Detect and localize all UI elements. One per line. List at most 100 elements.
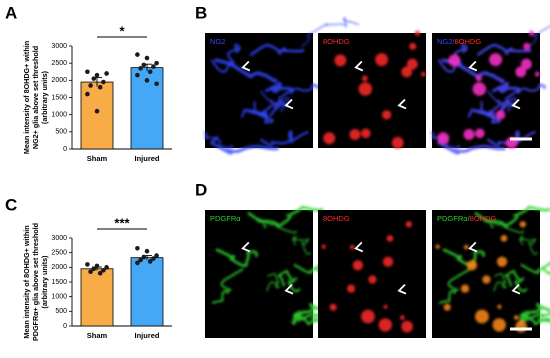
puncta — [378, 318, 393, 332]
puncta — [401, 320, 413, 333]
puncta — [361, 128, 371, 139]
data-point — [97, 84, 103, 90]
panel-label: C — [5, 195, 17, 214]
puncta — [500, 234, 508, 242]
puncta — [513, 315, 519, 320]
arrowhead — [354, 60, 364, 72]
arrowhead — [284, 98, 294, 110]
data-point — [147, 259, 153, 264]
puncta — [321, 244, 326, 249]
channel-label-part: NG2/ — [437, 37, 455, 46]
arrowhead — [397, 98, 407, 110]
filament — [438, 268, 471, 304]
filament — [467, 108, 501, 124]
data-point — [154, 253, 159, 258]
x-tick-label: Injured — [134, 154, 159, 163]
data-point — [91, 76, 97, 81]
filament — [211, 268, 244, 304]
data-point — [101, 79, 106, 85]
data-point — [94, 263, 100, 269]
filament — [301, 17, 359, 48]
x-tick-label: Sham — [87, 154, 108, 163]
filament — [474, 205, 550, 228]
data-point — [135, 260, 140, 266]
y-tick-label: 2500 — [51, 250, 67, 257]
channel-label: PDGFRα/8OHDG — [437, 214, 497, 223]
data-point — [85, 69, 90, 75]
puncta — [386, 234, 394, 242]
filament — [291, 302, 332, 325]
filament — [247, 205, 324, 228]
micrograph: 8OHDG — [318, 30, 426, 149]
puncta — [466, 260, 478, 271]
data-point — [154, 81, 159, 87]
puncta — [361, 309, 375, 324]
puncta — [519, 221, 526, 228]
y-axis-label: Mean intensity of 8OHDG+ within — [22, 225, 31, 338]
puncta — [520, 58, 532, 70]
data-point — [141, 62, 147, 68]
puncta — [475, 75, 482, 82]
filament — [240, 108, 274, 124]
puncta — [352, 260, 364, 271]
y-tick-label: 2000 — [51, 264, 67, 271]
data-point — [151, 64, 156, 69]
puncta — [495, 110, 506, 120]
y-tick-label: 1500 — [51, 279, 67, 286]
puncta — [463, 244, 469, 250]
puncta — [406, 58, 418, 70]
puncta — [382, 256, 394, 267]
y-tick-label: 2000 — [51, 77, 67, 84]
bar — [130, 257, 164, 327]
puncta — [361, 75, 368, 82]
filament — [528, 25, 550, 48]
filament — [215, 248, 258, 268]
data-point — [144, 248, 150, 254]
filament — [483, 218, 524, 234]
filament — [523, 312, 550, 322]
arrowhead — [468, 60, 478, 72]
data-point — [94, 72, 100, 78]
micrograph: PDGFRα/8OHDG — [432, 205, 550, 338]
puncta — [414, 30, 421, 36]
data-point — [85, 91, 90, 97]
filament — [519, 236, 538, 255]
filament — [520, 312, 550, 326]
signal — [321, 221, 413, 333]
filament — [210, 43, 242, 73]
data-point — [104, 71, 109, 76]
puncta — [472, 82, 487, 96]
channel-label: PDGFRα — [210, 214, 241, 223]
puncta — [381, 110, 392, 120]
puncta — [534, 71, 540, 77]
y-axis-label: Mean intensity of 8OHDG+ within — [22, 41, 31, 154]
arrowhead — [468, 241, 478, 253]
channel-label: NG2 — [210, 37, 225, 46]
arrowhead — [511, 284, 521, 295]
filament — [266, 272, 280, 292]
significance-label: * — [119, 23, 125, 38]
puncta — [383, 304, 388, 309]
filament — [264, 81, 294, 95]
puncta — [329, 303, 337, 311]
puncta — [391, 136, 404, 149]
y-tick-label: 1000 — [51, 294, 67, 301]
filament — [277, 269, 301, 293]
channel-label: 8OHDG — [323, 214, 350, 223]
puncta — [528, 30, 535, 36]
bar — [80, 268, 114, 327]
y-tick-label: 3000 — [51, 43, 67, 50]
data-point — [135, 245, 140, 251]
y-tick-label: 1000 — [51, 112, 67, 119]
channel-label-part: NG2 — [210, 37, 225, 46]
y-tick-label: 3000 — [51, 235, 67, 242]
puncta — [482, 275, 491, 284]
filament — [256, 218, 297, 234]
puncta — [463, 128, 475, 141]
puncta — [358, 82, 373, 96]
y-axis-label: NG2+ glia above set threshold — [31, 46, 40, 149]
significance-label: *** — [114, 215, 130, 230]
y-tick-label: 0 — [63, 146, 67, 153]
channel-label: 8OHDG — [323, 37, 350, 46]
